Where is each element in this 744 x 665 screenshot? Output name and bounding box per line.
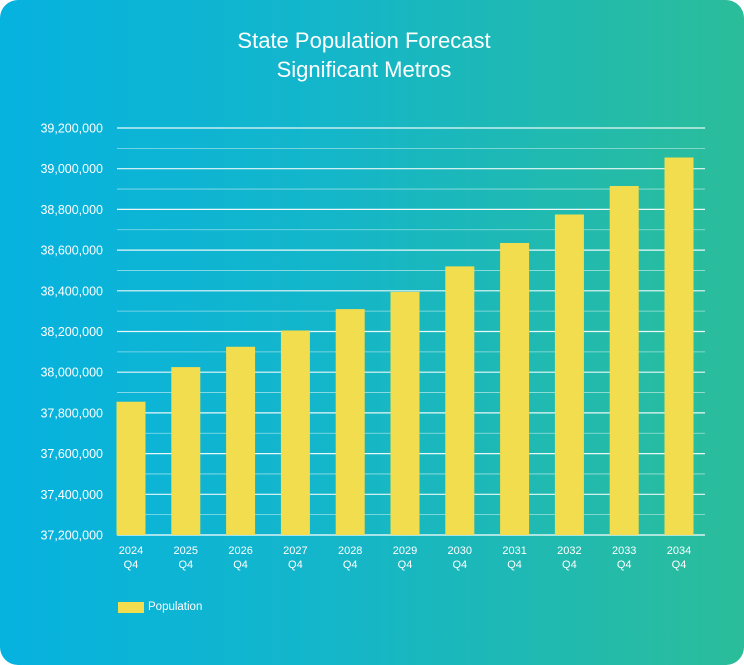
x-tick-label-year: 2034: [667, 545, 691, 557]
x-tick-label-quarter: Q4: [672, 559, 687, 571]
bar-population[interactable]: [554, 214, 584, 536]
y-tick-label: 38,800,000: [40, 203, 103, 217]
y-tick-label: 39,000,000: [40, 162, 103, 176]
bar-population[interactable]: [664, 157, 694, 535]
y-tick-label: 38,000,000: [40, 366, 103, 380]
x-tick-label-year: 2024: [119, 545, 143, 557]
y-tick-label: 39,200,000: [40, 122, 103, 136]
bar-population[interactable]: [116, 401, 146, 535]
bar-population[interactable]: [280, 330, 310, 535]
x-tick-label-year: 2033: [612, 545, 636, 557]
x-tick-label-year: 2027: [283, 545, 307, 557]
chart-legend[interactable]: Population: [118, 601, 202, 613]
x-tick-label-quarter: Q4: [398, 559, 413, 571]
x-tick-label-quarter: Q4: [343, 559, 358, 571]
x-tick-label-year: 2029: [393, 545, 417, 557]
y-tick-label: 37,200,000: [40, 529, 103, 543]
chart-subtitle: Significant Metros: [276, 57, 452, 82]
x-tick-label-year: 2028: [338, 545, 362, 557]
bar-population[interactable]: [500, 242, 530, 536]
bar-population[interactable]: [171, 367, 201, 535]
x-tick-label-quarter: Q4: [562, 559, 577, 571]
bar-population[interactable]: [445, 266, 475, 535]
y-tick-label: 37,400,000: [40, 488, 103, 502]
y-tick-label: 37,600,000: [40, 447, 103, 461]
x-tick-label-quarter: Q4: [233, 559, 248, 571]
x-tick-label-quarter: Q4: [124, 559, 139, 571]
x-tick-label-year: 2030: [448, 545, 472, 557]
legend-label-population: Population: [148, 601, 203, 613]
bar-population[interactable]: [609, 185, 639, 535]
x-tick-label-quarter: Q4: [288, 559, 303, 571]
chart-title-block: State Population Forecast Significant Me…: [0, 26, 728, 84]
x-tick-label-quarter: Q4: [452, 559, 467, 571]
bar-population[interactable]: [335, 309, 365, 535]
x-tick-label-year: 2025: [174, 545, 198, 557]
bar-population[interactable]: [390, 291, 420, 535]
x-tick-label-quarter: Q4: [617, 559, 632, 571]
x-tick-label-quarter: Q4: [507, 559, 522, 571]
x-tick-label-quarter: Q4: [178, 559, 193, 571]
y-tick-label: 38,600,000: [40, 244, 103, 258]
x-tick-label-year: 2026: [228, 545, 252, 557]
chart-title: State Population Forecast: [237, 28, 491, 53]
y-tick-label: 38,200,000: [40, 325, 103, 339]
x-tick-label-year: 2031: [502, 545, 526, 557]
x-tick-label-year: 2032: [557, 545, 581, 557]
bar-population[interactable]: [226, 346, 256, 535]
y-tick-label: 37,800,000: [40, 406, 103, 420]
y-tick-label: 38,400,000: [40, 284, 103, 298]
legend-swatch-population: [118, 601, 144, 613]
